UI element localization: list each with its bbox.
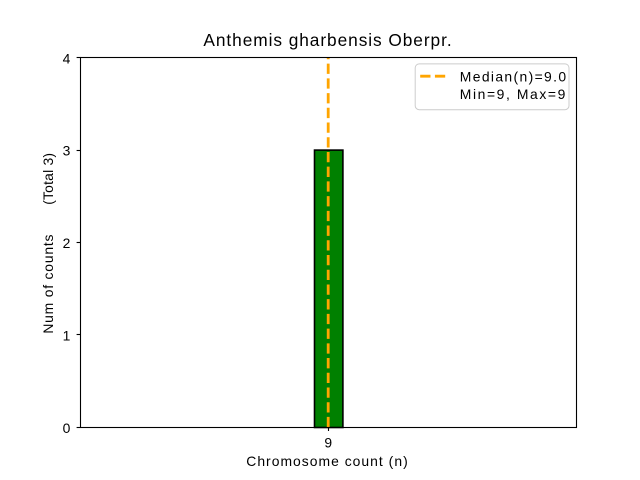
svg-text:2: 2 bbox=[63, 235, 71, 251]
svg-text:Median(n)=9.0: Median(n)=9.0 bbox=[460, 68, 568, 84]
svg-text:0: 0 bbox=[63, 420, 71, 436]
svg-text:3: 3 bbox=[63, 143, 71, 159]
svg-text:Anthemis gharbensis Oberpr.: Anthemis gharbensis Oberpr. bbox=[203, 30, 452, 50]
svg-text:Chromosome count (n): Chromosome count (n) bbox=[246, 453, 408, 469]
svg-text:(Total 3): (Total 3) bbox=[40, 153, 56, 205]
svg-text:Num of counts: Num of counts bbox=[40, 234, 56, 334]
svg-text:1: 1 bbox=[63, 328, 71, 344]
svg-text:9: 9 bbox=[324, 435, 332, 451]
svg-text:4: 4 bbox=[63, 50, 71, 66]
svg-text:Min=9, Max=9: Min=9, Max=9 bbox=[460, 86, 567, 102]
